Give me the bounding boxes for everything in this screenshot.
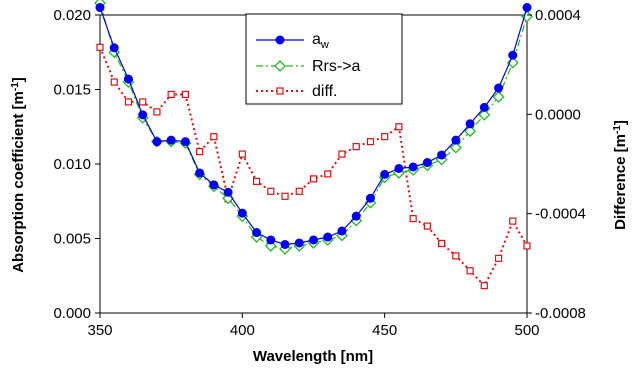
data-point: [295, 187, 303, 195]
data-point: [408, 162, 418, 172]
data-point: [195, 168, 205, 178]
data-point: [365, 193, 375, 203]
data-point: [109, 43, 119, 53]
y-tick-label: 0.000: [53, 305, 91, 322]
data-point: [267, 187, 275, 195]
data-point: [423, 222, 431, 230]
legend-label-aw: aw: [312, 31, 329, 51]
data-point: [409, 215, 417, 223]
data-point: [508, 50, 518, 60]
data-point: [395, 123, 403, 131]
data-point: [153, 108, 161, 116]
data-point: [478, 108, 491, 121]
data-point: [338, 150, 346, 158]
data-point: [522, 3, 532, 13]
y2-tick-label: 0.0004: [535, 7, 581, 24]
data-point: [324, 170, 332, 178]
data-point: [437, 150, 447, 160]
legend-swatch-marker: [274, 60, 286, 72]
data-point: [479, 102, 489, 112]
data-point: [280, 239, 290, 249]
data-point: [352, 143, 360, 151]
data-point: [466, 267, 474, 275]
data-point: [464, 125, 476, 138]
data-point: [309, 235, 318, 245]
data-point: [494, 83, 504, 93]
data-point: [451, 135, 461, 145]
data-point: [237, 208, 247, 218]
y-tick-label: 0.020: [53, 7, 91, 24]
data-point: [181, 90, 189, 99]
data-point: [252, 228, 262, 238]
data-point: [124, 98, 133, 106]
data-point: [96, 43, 104, 51]
data-point: [266, 235, 276, 245]
data-point: [351, 211, 361, 221]
y-tick-label: 0.005: [53, 231, 91, 248]
series-diff: [96, 43, 531, 290]
series-aw: [95, 3, 532, 249]
data-point: [210, 133, 218, 141]
legend-label-diff: diff.: [312, 83, 338, 100]
data-point: [337, 226, 347, 236]
legend-swatches: [256, 35, 304, 95]
x-tick-label: 400: [230, 322, 255, 339]
data-point: [465, 119, 475, 129]
data-point: [238, 150, 246, 158]
data-point: [449, 141, 462, 154]
legend: aw Rrs->a diff.: [245, 13, 403, 105]
data-point: [196, 147, 204, 156]
y-axis-title: Absorption coefficient [m-1]: [10, 77, 27, 273]
data-point: [180, 137, 190, 147]
data-point: [394, 163, 404, 173]
legend-label-rrs: Rrs->a: [312, 58, 361, 75]
y2-axis-title: Difference [m-1]: [612, 120, 629, 230]
data-point: [438, 239, 446, 248]
data-point: [381, 133, 389, 141]
legend-swatch-marker: [276, 87, 284, 95]
data-point: [166, 135, 176, 145]
data-point: [110, 78, 118, 86]
data-point: [509, 217, 517, 225]
x-tick-label: 500: [514, 322, 539, 339]
x-tick-label: 450: [372, 322, 397, 339]
data-point: [492, 91, 505, 103]
data-point: [252, 177, 261, 185]
tick-layer: 350 400 450 500 0.000 0.005 0.010 0.015 0.020 0.0…: [53, 7, 585, 339]
x-axis-title: Wavelength [nm]: [253, 348, 373, 365]
legend-box: [245, 13, 403, 105]
data-point: [152, 137, 162, 147]
data-point: [380, 169, 390, 179]
y-tick-label: 0.010: [53, 156, 91, 173]
data-point: [452, 252, 460, 260]
data-point: [294, 238, 304, 248]
data-point: [223, 187, 233, 197]
data-point: [281, 192, 289, 200]
data-point: [422, 158, 432, 168]
series-layer: [94, 0, 533, 290]
y-tick-label: 0.015: [53, 82, 91, 99]
data-point: [366, 138, 375, 146]
data-point: [95, 3, 105, 13]
y2-tick-label: -0.0008: [535, 305, 586, 322]
data-point: [494, 254, 503, 262]
y2-tick-label: -0.0004: [535, 206, 586, 223]
data-point: [480, 282, 488, 290]
data-point: [139, 98, 147, 106]
data-point: [309, 175, 318, 183]
legend-swatch-marker: [275, 35, 285, 45]
data-point: [209, 180, 219, 190]
data-point: [123, 74, 133, 84]
data-point: [523, 242, 531, 250]
x-tick-label: 350: [87, 322, 112, 339]
data-point: [138, 110, 148, 120]
data-point: [323, 232, 333, 242]
y2-tick-label: 0.0000: [535, 106, 581, 123]
data-point: [167, 90, 175, 99]
